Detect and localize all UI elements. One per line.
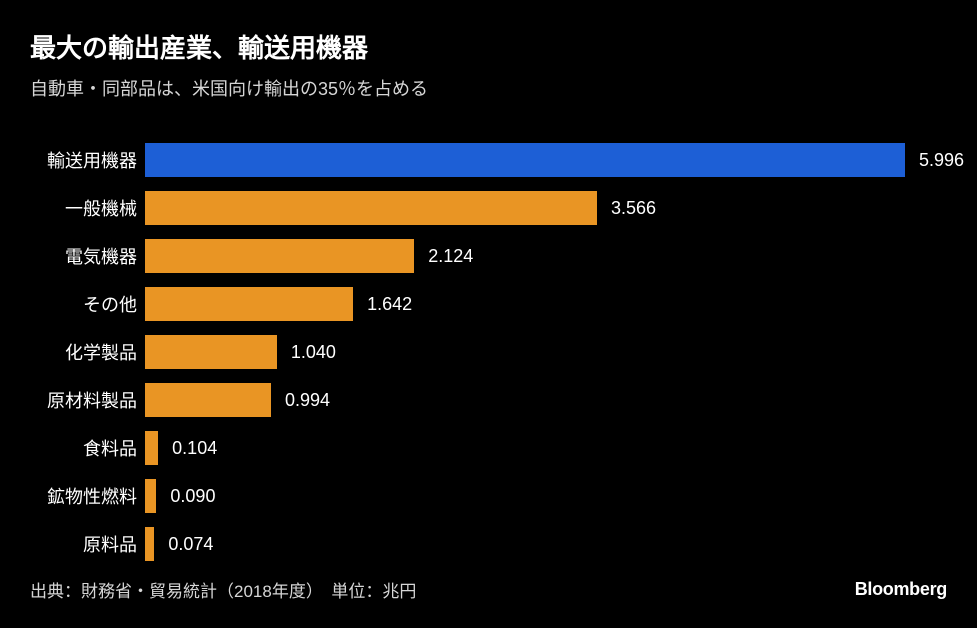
bar bbox=[145, 287, 353, 321]
chart-row: 輸送用機器5.996 bbox=[30, 141, 947, 179]
bar bbox=[145, 143, 905, 177]
value-label: 1.040 bbox=[291, 342, 336, 363]
bar-area: 0.104 bbox=[145, 431, 947, 465]
bar bbox=[145, 383, 271, 417]
chart-row: 原料品 0.074 bbox=[30, 525, 947, 563]
bar bbox=[145, 527, 154, 561]
category-label: 原料品 bbox=[30, 531, 145, 557]
bar bbox=[145, 431, 158, 465]
value-label: 0.104 bbox=[172, 438, 217, 459]
category-label: 食料品 bbox=[30, 435, 145, 461]
value-label: 1.642 bbox=[367, 294, 412, 315]
bar-area: 2.124 bbox=[145, 239, 947, 273]
bar bbox=[145, 239, 414, 273]
chart-title: 最大の輸出産業、輸送用機器 bbox=[30, 28, 947, 65]
chart-row: 食料品 0.104 bbox=[30, 429, 947, 467]
category-label: その他 bbox=[30, 291, 145, 317]
category-label: 化学製品 bbox=[30, 339, 145, 365]
source-text: 出典：財務省・貿易統計（2018年度） 単位：兆円 bbox=[30, 577, 416, 602]
chart-subtitle: 自動車・同部品は、米国向け輸出の35％を占める bbox=[30, 75, 947, 101]
chart-row: その他 1.642 bbox=[30, 285, 947, 323]
bar-area: 1.642 bbox=[145, 287, 947, 321]
value-label: 0.074 bbox=[168, 534, 213, 555]
chart-row: 電気機器 2.124 bbox=[30, 237, 947, 275]
chart-row: 一般機械 3.566 bbox=[30, 189, 947, 227]
brand-logo: Bloomberg bbox=[855, 579, 947, 600]
bar-area: 1.040 bbox=[145, 335, 947, 369]
category-label: 鉱物性燃料 bbox=[30, 483, 145, 509]
category-label: 輸送用機器 bbox=[30, 147, 145, 173]
category-label: 一般機械 bbox=[30, 195, 145, 221]
category-label: 原材料製品 bbox=[30, 387, 145, 413]
bar-area: 5.996 bbox=[145, 143, 964, 177]
bar-area: 3.566 bbox=[145, 191, 947, 225]
category-label: 電気機器 bbox=[30, 243, 145, 269]
bar-area: 0.090 bbox=[145, 479, 947, 513]
chart-row: 原材料製品 0.994 bbox=[30, 381, 947, 419]
bar bbox=[145, 479, 156, 513]
chart-footer: 出典：財務省・貿易統計（2018年度） 単位：兆円 Bloomberg bbox=[30, 577, 947, 602]
value-label: 3.566 bbox=[611, 198, 656, 219]
chart-row: 化学製品 1.040 bbox=[30, 333, 947, 371]
bar-area: 0.074 bbox=[145, 527, 947, 561]
value-label: 0.994 bbox=[285, 390, 330, 411]
value-label: 2.124 bbox=[428, 246, 473, 267]
bar bbox=[145, 191, 597, 225]
value-label: 0.090 bbox=[170, 486, 215, 507]
bar-area: 0.994 bbox=[145, 383, 947, 417]
chart-row: 鉱物性燃料 0.090 bbox=[30, 477, 947, 515]
value-label: 5.996 bbox=[919, 150, 964, 171]
bar bbox=[145, 335, 277, 369]
bar-chart: 輸送用機器5.996 一般機械 3.566 電気機器 2.124 その他 1.642 化学製品… bbox=[30, 141, 947, 563]
